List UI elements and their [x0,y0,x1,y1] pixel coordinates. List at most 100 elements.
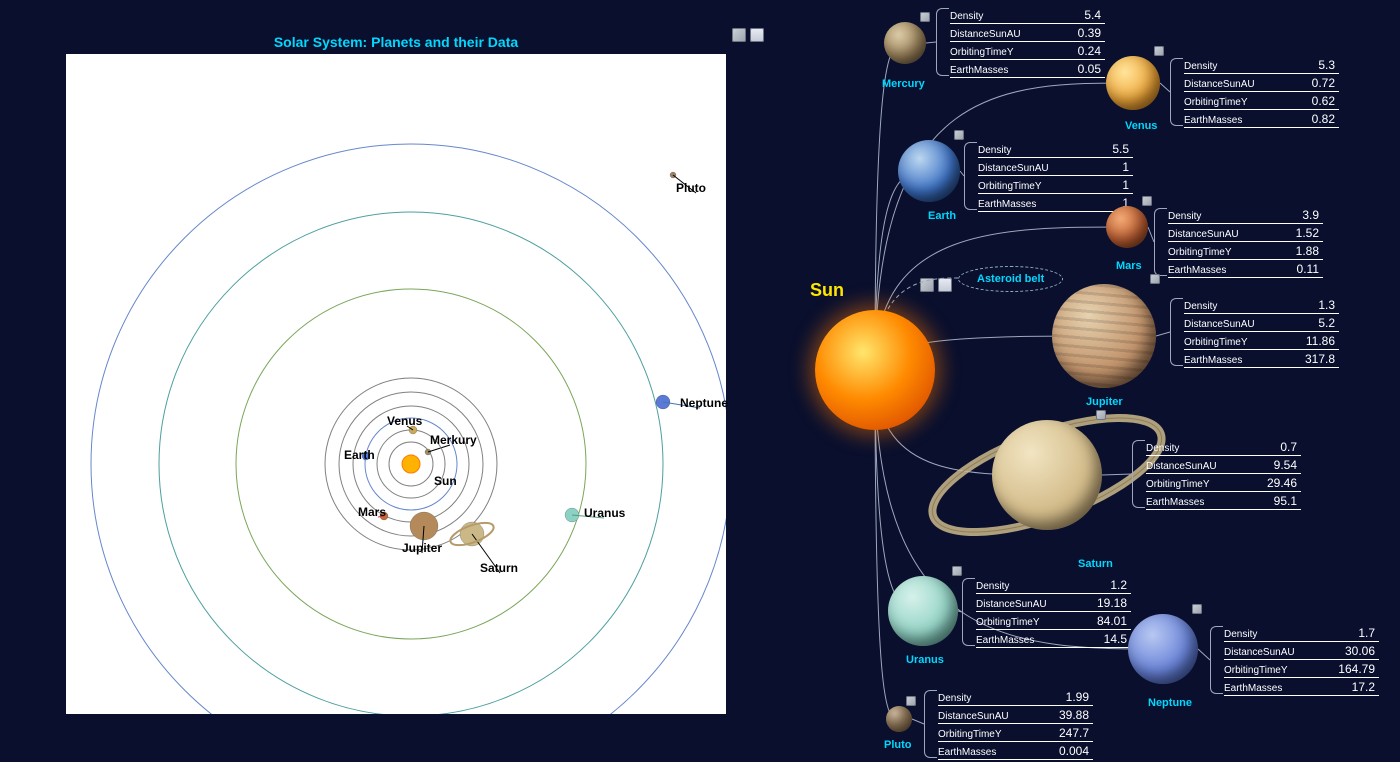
stat-label: Density [978,145,1056,158]
stat-label: Density [1146,443,1224,456]
stat-label: EarthMasses [1168,265,1246,278]
stats-venus: Density5.3DistanceSunAU0.72OrbitingTimeY… [1184,56,1339,128]
stat-value: 1.7 [1302,626,1379,642]
stats-mercury: Density5.4DistanceSunAU0.39OrbitingTimeY… [950,6,1105,78]
stat-label: Density [1184,301,1262,314]
stat-value: 0.7 [1224,440,1301,456]
stat-label: DistanceSunAU [1184,79,1262,92]
note-icon[interactable] [750,28,764,42]
link-icon[interactable] [952,566,962,576]
sun-graphic [815,310,935,430]
page-title: Solar System: Planets and their Data [66,34,726,50]
stat-value: 84.01 [1054,614,1131,630]
link-icon[interactable] [1096,410,1106,420]
planet-jupiter [1052,284,1156,388]
orbit-diagram: MerkuryVenusEarthMarsJupiterSaturnUranus… [66,54,726,714]
stat-label: DistanceSunAU [1146,461,1224,474]
stat-value: 5.3 [1262,58,1339,74]
orbit-label-uranus: Uranus [584,506,625,520]
asteroid-belt-node: Asteroid belt [958,266,1063,292]
stat-value: 0.004 [1016,744,1093,760]
link-icon[interactable] [1154,46,1164,56]
stat-label: Density [976,581,1054,594]
orbit-label-venus: Venus [387,414,422,428]
stat-value: 95.1 [1224,494,1301,510]
link-icon[interactable] [732,28,746,42]
link-icon[interactable] [906,696,916,706]
planet-mercury [884,22,926,64]
planet-tree: SunAsteroid beltMercuryDensity5.4Distanc… [800,0,1400,762]
stat-value: 5.4 [1028,8,1105,24]
planet-saturn [992,420,1102,530]
planet-label-neptune: Neptune [1148,697,1192,709]
planet-label-mercury: Mercury [882,78,925,90]
stat-label: DistanceSunAU [976,599,1054,612]
stat-value: 1.52 [1246,226,1323,242]
stat-value: 29.46 [1224,476,1301,492]
link-icon[interactable] [920,12,930,22]
orbit-label-saturn: Saturn [480,561,518,575]
stat-value: 0.72 [1262,76,1339,92]
stat-label: DistanceSunAU [1184,319,1262,332]
stat-label: OrbitingTimeY [938,729,1016,742]
planet-neptune [1128,614,1198,684]
orbit-label-jupiter: Jupiter [402,541,442,555]
stat-value: 9.54 [1224,458,1301,474]
sun-label: Sun [810,280,844,301]
orbit-label-neptune: Neptune [680,396,728,410]
stat-label: OrbitingTimeY [1168,247,1246,260]
stat-value: 0.39 [1028,26,1105,42]
stat-value: 19.18 [1054,596,1131,612]
stat-value: 164.79 [1302,662,1379,678]
stat-label: EarthMasses [1146,497,1224,510]
stat-value: 1 [1056,160,1133,176]
planet-pluto [886,706,912,732]
stat-label: EarthMasses [1184,355,1262,368]
stat-value: 0.62 [1262,94,1339,110]
stat-value: 1.3 [1262,298,1339,314]
planet-label-pluto: Pluto [884,739,912,751]
planet-venus [1106,56,1160,110]
stat-value: 0.05 [1028,62,1105,78]
planet-earth [898,140,960,202]
stat-label: DistanceSunAU [1168,229,1246,242]
stat-value: 317.8 [1262,352,1339,368]
stat-label: DistanceSunAU [950,29,1028,42]
stats-mars: Density3.9DistanceSunAU1.52OrbitingTimeY… [1168,206,1323,278]
stat-label: OrbitingTimeY [976,617,1054,630]
stats-uranus: Density1.2DistanceSunAU19.18OrbitingTime… [976,576,1131,648]
stat-value: 30.06 [1302,644,1379,660]
stat-value: 11.86 [1262,334,1339,350]
stat-label: EarthMasses [976,635,1054,648]
planet-mars [1106,206,1148,248]
link-icon[interactable] [954,130,964,140]
panel-actions-left [732,28,764,42]
stat-label: EarthMasses [938,747,1016,760]
link-icon[interactable] [1150,274,1160,284]
stats-pluto: Density1.99DistanceSunAU39.88OrbitingTim… [938,688,1093,760]
orbit-label-pluto: Pluto [676,181,706,195]
orbit-label-earth: Earth [344,448,375,462]
planet-uranus [888,576,958,646]
planet-label-uranus: Uranus [906,654,944,666]
stat-label: DistanceSunAU [978,163,1056,176]
stat-value: 17.2 [1302,680,1379,696]
stat-value: 0.11 [1246,262,1323,278]
stat-label: OrbitingTimeY [1146,479,1224,492]
stat-value: 247.7 [1016,726,1093,742]
stat-value: 39.88 [1016,708,1093,724]
link-icon[interactable] [1192,604,1202,614]
stat-label: Density [1184,61,1262,74]
orbit-label-sun: Sun [434,474,457,488]
planet-label-venus: Venus [1125,120,1157,132]
planet-label-jupiter: Jupiter [1086,396,1123,408]
link-icon[interactable] [1142,196,1152,206]
stat-label: Density [950,11,1028,24]
stat-value: 5.5 [1056,142,1133,158]
stat-label: DistanceSunAU [1224,647,1302,660]
orbit-label-mars: Mars [358,505,386,519]
stat-label: OrbitingTimeY [1184,337,1262,350]
stat-label: OrbitingTimeY [1224,665,1302,678]
stats-jupiter: Density1.3DistanceSunAU5.2OrbitingTimeY1… [1184,296,1339,368]
stats-saturn: Density0.7DistanceSunAU9.54OrbitingTimeY… [1146,438,1301,510]
